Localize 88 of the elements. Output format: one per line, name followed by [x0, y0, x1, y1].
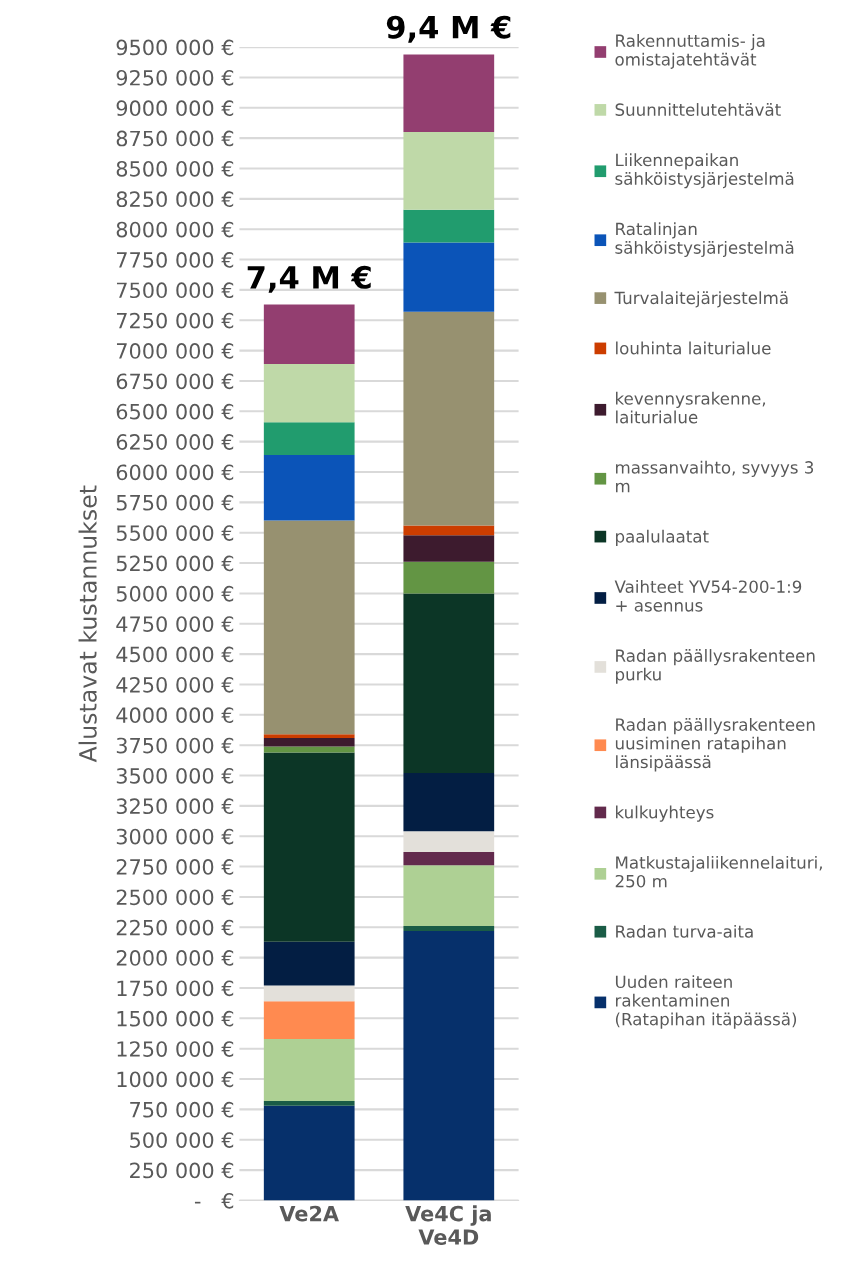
x-tick-label: Ve2A — [279, 1205, 339, 1222]
y-tick-label: 1500 000 € — [117, 1010, 234, 1027]
y-tick-label: - € — [194, 1192, 234, 1209]
y-tick-label: 750 000 € — [130, 1101, 234, 1118]
legend-label: louhinta laiturialue — [616, 341, 771, 355]
bar — [263, 734, 355, 738]
legend-label: Uuden raiteen rakentaminen (Ratapihan itäpäässä) — [615, 975, 797, 1029]
y-tick-label: 5750 000 € — [116, 494, 234, 511]
legend-label: kevennysrakenne, laiturialue — [616, 391, 766, 424]
bar — [403, 311, 495, 526]
bar — [263, 520, 355, 735]
bar — [263, 1001, 355, 1039]
bar — [403, 209, 495, 243]
y-tick-label: 8250 000 € — [116, 191, 234, 208]
bar — [263, 455, 355, 521]
legend-label: kulkuyhteys — [616, 805, 714, 822]
y-tick-label: 9000 000 € — [116, 100, 234, 117]
bar — [403, 926, 495, 931]
bar — [403, 593, 495, 774]
bar — [403, 865, 495, 927]
y-tick-label: 8500 000 € — [116, 160, 234, 177]
bar — [263, 1105, 355, 1201]
y-tick-label: 5250 000 € — [116, 555, 234, 572]
legend-label: Radan päällysrakenteen uusiminen ratapihan länsipäässä — [615, 718, 815, 772]
total-label: 9,4 M € — [386, 15, 511, 43]
legend-label: Ratalinjan sähköistysjärjestelmä — [615, 222, 794, 258]
bar — [403, 525, 495, 536]
y-tick-label: 2250 000 € — [116, 919, 234, 936]
bar — [403, 132, 495, 210]
y-tick-label: 2000 000 € — [116, 950, 234, 966]
bar — [403, 773, 495, 832]
bar — [263, 304, 355, 364]
legend-label: massanvaihto, syvyys 3 m — [616, 460, 814, 493]
bar — [263, 737, 355, 747]
y-tick-label: 4250 000 € — [116, 676, 234, 693]
legend-label: Matkustajaliikennelaituri, 250 m — [615, 855, 822, 888]
bar — [403, 561, 495, 594]
y-tick-label: 9500 000 € — [116, 39, 234, 56]
bar — [263, 752, 355, 942]
bar — [403, 852, 495, 866]
y-tick-label: 6500 000 € — [116, 403, 234, 420]
y-tick-label: 500 000 € — [130, 1132, 234, 1148]
y-tick-label: 7500 000 € — [116, 282, 234, 299]
y-tick-label: 1750 000 € — [117, 980, 234, 997]
y-tick-label: 250 000 € — [130, 1162, 234, 1179]
x-tick-label: Ve4C ja Ve4D — [405, 1205, 491, 1245]
y-tick-label: 3750 000 € — [116, 737, 234, 754]
legend-label: Radan päällysrakenteen purku — [616, 649, 815, 684]
legend-label: Rakennuttamis- ja omistajatehtävät — [615, 34, 765, 69]
bar — [403, 535, 495, 562]
y-tick-label: 7750 000 € — [116, 252, 234, 268]
y-tick-label: 4750 000 € — [116, 616, 234, 632]
legend-label: Liikennepaikan sähköistysjärjestelmä — [615, 153, 794, 189]
bar — [263, 422, 355, 456]
bar — [263, 941, 355, 986]
bar — [263, 746, 355, 753]
bar — [263, 1038, 355, 1101]
legend-label: Suunnittelutehtävät — [615, 103, 781, 116]
y-tick-label: 4500 000 € — [116, 646, 234, 663]
legend-label: Radan turva-aita — [616, 924, 753, 938]
bar — [403, 242, 495, 312]
legend-label: paalulaatat — [616, 529, 709, 546]
legend-label: Turvalaitejärjestelmä — [614, 291, 788, 308]
y-tick-label: 9250 000 € — [116, 69, 234, 86]
bar — [403, 930, 495, 1201]
total-label: 7,4 M € — [247, 265, 371, 293]
y-tick-label: 3250 000 € — [116, 798, 234, 815]
y-tick-label: 5500 000 € — [116, 525, 234, 541]
y-tick-label: 8750 000 € — [116, 130, 234, 147]
y-tick-label: 8000 000 € — [116, 221, 234, 238]
y-tick-label: 3000 000 € — [116, 828, 234, 845]
y-axis-title: Alustavat kustannukset — [78, 485, 97, 763]
y-tick-label: 2750 000 € — [116, 859, 234, 875]
y-tick-label: 5000 000 € — [116, 585, 234, 602]
y-tick-label: 6750 000 € — [116, 373, 234, 390]
bar — [403, 54, 495, 133]
y-tick-label: 6250 000 € — [116, 434, 234, 450]
bar — [263, 1100, 355, 1106]
y-tick-label: 7250 000 € — [116, 312, 234, 329]
y-tick-label: 7000 000 € — [116, 343, 234, 359]
bar — [263, 363, 355, 423]
y-tick-label: 1250 000 € — [117, 1041, 234, 1057]
y-tick-label: 2500 000 € — [116, 889, 234, 906]
y-tick-label: 3500 000 € — [116, 767, 234, 784]
y-tick-label: 6000 000 € — [116, 464, 234, 481]
legend-label: Vaihteet YV54-200-1:9 + asennus — [614, 580, 802, 612]
y-tick-label: 4000 000 € — [116, 707, 234, 724]
y-tick-label: 1000 000 € — [117, 1071, 234, 1088]
